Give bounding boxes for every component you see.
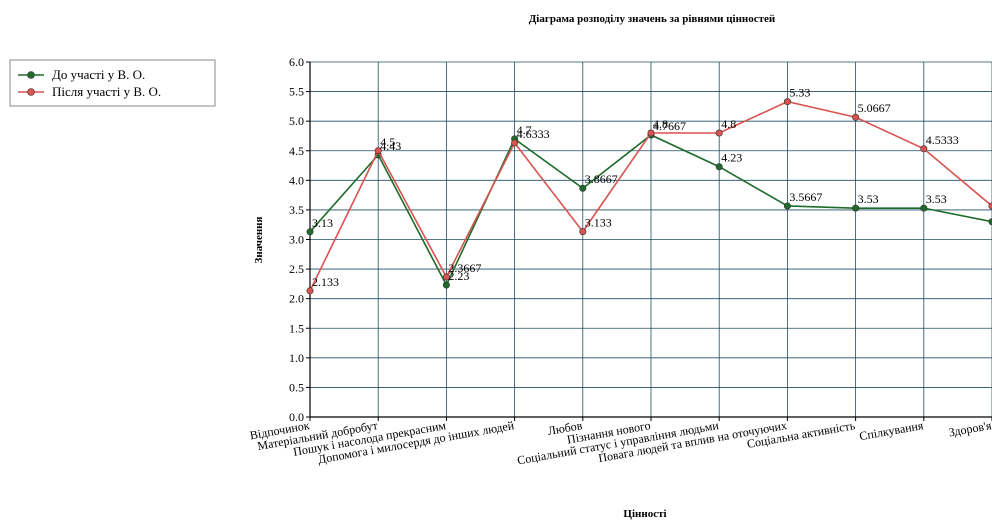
- data-point-1: [511, 139, 519, 147]
- data-label-0: 4.7: [517, 123, 532, 137]
- y-tick-label: 5.5: [289, 85, 304, 99]
- data-label-1: 5.0667: [858, 101, 891, 115]
- y-tick-label: 2.5: [289, 262, 304, 276]
- data-label-1: 4.5333: [926, 133, 959, 147]
- legend: До участі у В. О. Після участі у В. О.: [9, 59, 216, 107]
- data-point-1: [783, 98, 791, 106]
- x-tick-label: Любов: [547, 418, 584, 438]
- y-tick-label: 0.0: [289, 410, 304, 424]
- y-tick-label: 4.0: [289, 173, 304, 187]
- data-label-1: 2.3667: [448, 261, 481, 275]
- y-tick-label: 5.0: [289, 114, 304, 128]
- legend-label-1: Після участі у В. О.: [52, 84, 161, 99]
- y-tick-label: 1.0: [289, 351, 304, 365]
- data-point-1: [715, 129, 723, 137]
- data-label-0: 3.13: [312, 216, 333, 230]
- data-point-0: [306, 228, 314, 236]
- data-point-1: [306, 287, 314, 295]
- data-point-0: [442, 281, 450, 289]
- data-point-0: [715, 163, 723, 171]
- x-tick-label: Спілкування: [858, 418, 925, 443]
- data-point-1: [374, 147, 382, 155]
- data-point-1: [852, 113, 860, 121]
- chart-title: Діаграма розподілу значень за рівнями ці…: [529, 13, 776, 25]
- data-label-1: 4.5: [380, 135, 395, 149]
- data-label-0: 3.53: [926, 192, 947, 206]
- data-label-0: 3.5667: [789, 190, 822, 204]
- data-label-0: 4.7667: [653, 119, 686, 133]
- data-label-1: 4.8: [653, 117, 668, 131]
- data-label-1: 5.33: [789, 86, 810, 100]
- axes: [306, 61, 992, 421]
- data-label-0: 3.53: [858, 192, 879, 206]
- y-tick-label: 6.0: [289, 55, 304, 69]
- data-label-1: 4.6333: [517, 127, 550, 141]
- grid: [309, 61, 992, 418]
- y-tick-label: 0.5: [289, 380, 304, 394]
- data-point-1: [579, 228, 587, 236]
- legend-marker-1: [27, 88, 35, 96]
- data-label-1: 4.8: [721, 117, 736, 131]
- y-tick-labels: 0.0 0.5 1.0 1.5 2.0 2.5 3.0 3.5 4.0 4.5 5.0 5.5 6.0: [289, 55, 304, 424]
- data-point-1: [647, 129, 655, 137]
- data-label-1: 3.133: [585, 216, 612, 230]
- legend-label-0: До участі у В. О.: [52, 67, 145, 82]
- y-tick-label: 2.0: [289, 292, 304, 306]
- data-point-0: [920, 204, 928, 212]
- data-label-0: 3.8667: [585, 172, 618, 186]
- series-layer: 3.13 4.43 2.23 4.7 3.8667 4.7667 4.23 3.5667 3.5…: [306, 86, 992, 295]
- y-tick-label: 3.5: [289, 203, 304, 217]
- data-label-0: 4.43: [380, 139, 401, 153]
- y-axis-title: Значення: [253, 216, 265, 263]
- y-tick-label: 4.5: [289, 144, 304, 158]
- data-point-0: [579, 184, 587, 192]
- y-tick-label: 3.0: [289, 233, 304, 247]
- data-label-0: 4.23: [721, 151, 742, 165]
- legend-marker-0: [27, 71, 35, 79]
- data-point-0: [852, 204, 860, 212]
- x-axis-title: Цінності: [623, 508, 666, 520]
- data-point-0: [783, 202, 791, 210]
- data-point-1: [442, 273, 450, 281]
- legend-box: [9, 59, 216, 107]
- data-label-1: 2.133: [312, 275, 339, 289]
- data-label-0: 2.23: [448, 269, 469, 283]
- data-point-1: [920, 145, 928, 153]
- x-tick-label: Здоров'я: [948, 418, 992, 439]
- y-tick-label: 1.5: [289, 321, 304, 335]
